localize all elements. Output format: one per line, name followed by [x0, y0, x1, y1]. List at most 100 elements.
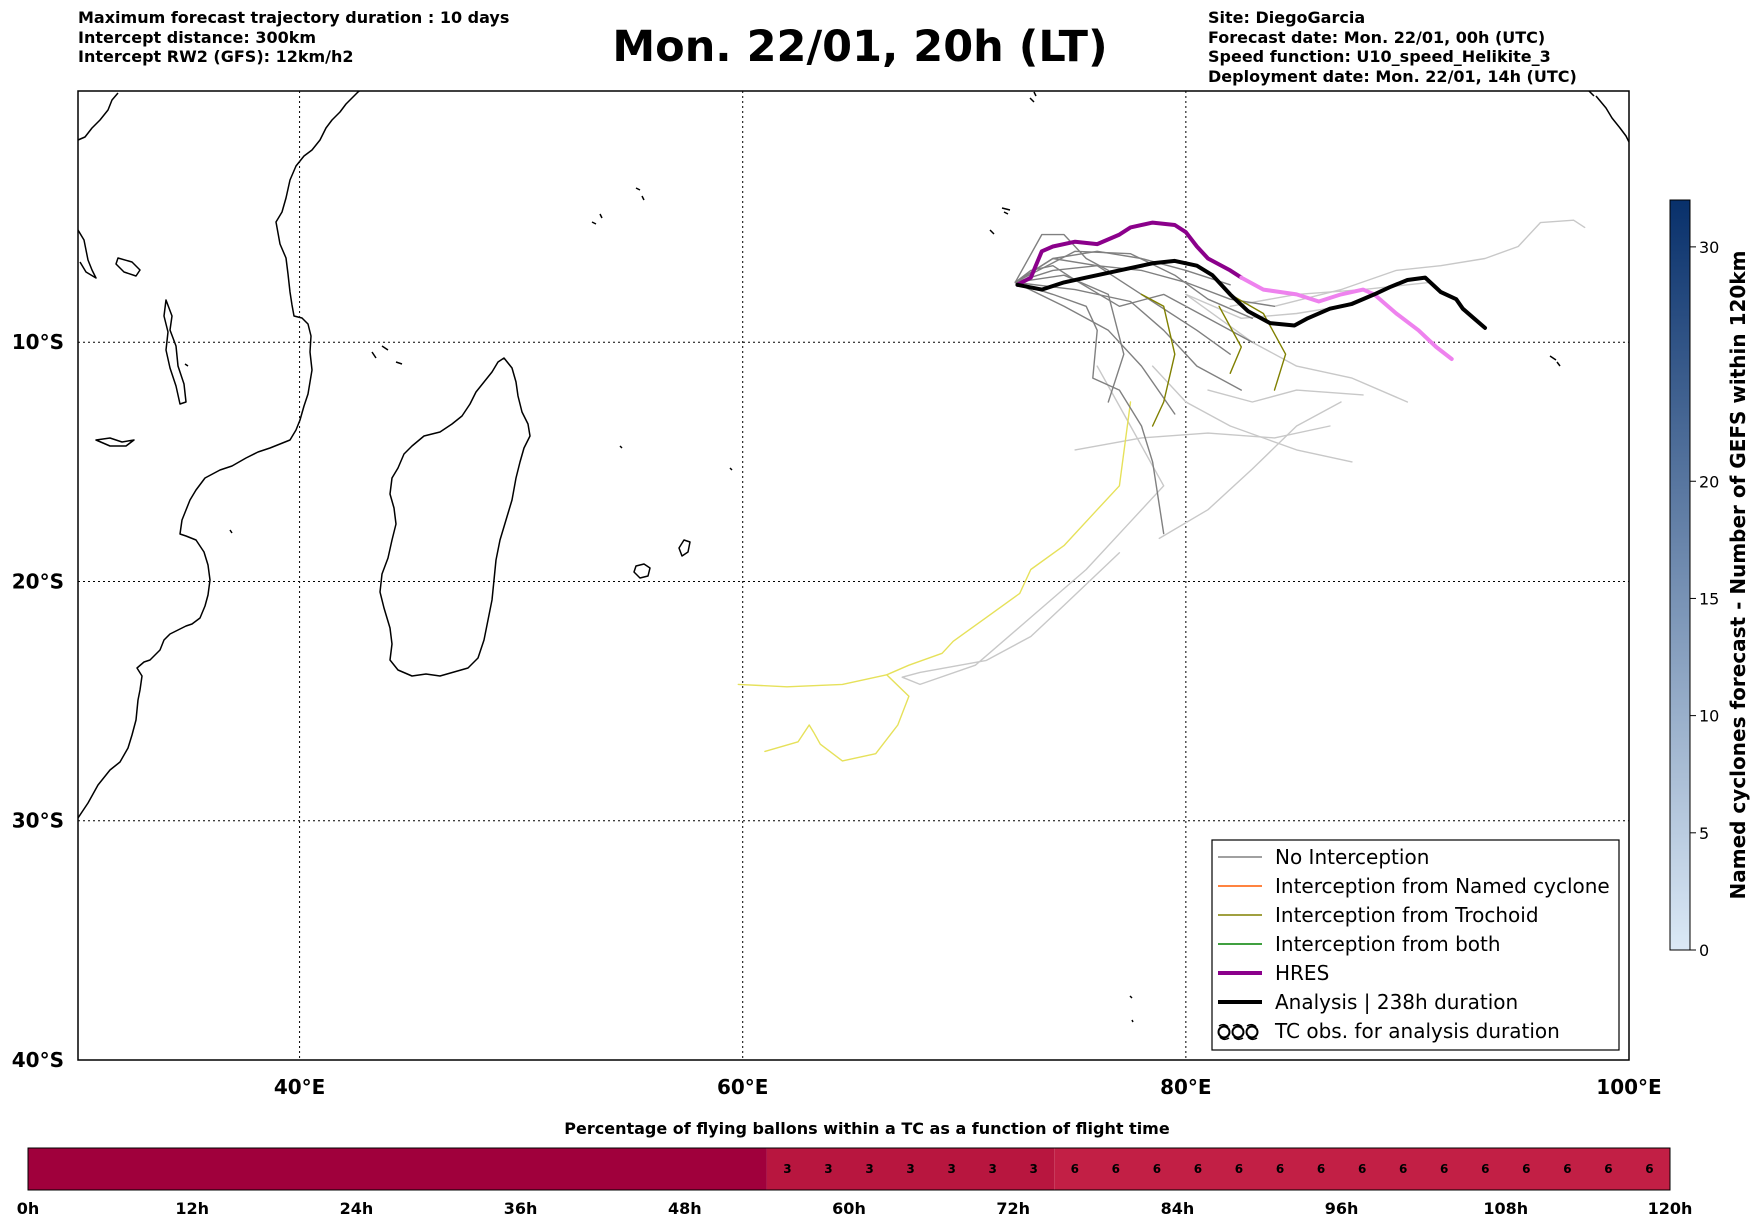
legend-entry-analysis: Analysis | 238h duration — [1218, 990, 1518, 1014]
legend-entry-tc-obs: TC obs. for analysis duration — [1217, 1019, 1560, 1043]
legend-label: Interception from Named cyclone — [1275, 874, 1610, 898]
coastlines — [78, 91, 1629, 1023]
speed-function-text: Speed function: U10_speed_Helikite_3 — [1208, 47, 1551, 66]
legend-entry-trochoid: Interception from Trochoid — [1218, 903, 1539, 927]
timebar-cell-value: 6 — [1645, 1162, 1653, 1176]
header-right-info: Site: DiegoGarcia Forecast date: Mon. 22… — [1208, 8, 1577, 86]
ensemble-trajectory — [1014, 281, 1243, 391]
lon-tick-label: 40°E — [274, 1075, 326, 1099]
map-title: Mon. 22/01, 20h (LT) — [612, 22, 1108, 72]
colorbar-tick-label: 5 — [1699, 824, 1709, 843]
intercept-rw2-text: Intercept RW2 (GFS): 12km/h2 — [78, 47, 354, 66]
trochoid-trajectory-light — [737, 401, 1132, 688]
ensemble-trajectory-light — [1151, 365, 1353, 463]
legend: No Interception Interception from Named c… — [1211, 839, 1620, 1051]
ensemble-trajectory — [1014, 281, 1176, 415]
timebar-title: Percentage of flying ballons within a TC… — [564, 1119, 1170, 1138]
timebar-cell-value: 3 — [824, 1162, 832, 1176]
ensemble-trajectory — [1014, 233, 1110, 284]
timebar-segment — [766, 1148, 1055, 1190]
timebar-tick-label: 60h — [832, 1199, 866, 1218]
timebar-tick-label: 48h — [668, 1199, 702, 1218]
colorbar-tick-label: 10 — [1699, 707, 1719, 726]
timebar-cell-value: 6 — [1604, 1162, 1612, 1176]
timebar-tick-label: 108h — [1483, 1199, 1528, 1218]
lat-tick-label: 20°S — [12, 569, 64, 593]
lake-victoria — [115, 257, 141, 277]
ensemble-trajectory-light — [1207, 389, 1364, 403]
timebar-tick-label: 72h — [996, 1199, 1030, 1218]
timebar-cell-value: 6 — [1481, 1162, 1489, 1176]
deployment-date-text: Deployment date: Mon. 22/01, 14h (UTC) — [1208, 66, 1577, 86]
hres-trajectory — [1015, 220, 1244, 287]
ensemble-trajectory-light — [1158, 401, 1342, 540]
cyclone-arm-icon — [1232, 1023, 1244, 1041]
cyclone-arm-icon — [1246, 1023, 1258, 1041]
hres-trajectory-tail — [1239, 275, 1454, 361]
cyclone-arm-icon — [1218, 1023, 1230, 1041]
madagascar-coastline — [379, 357, 531, 677]
lon-tick-label: 80°E — [1160, 1075, 1212, 1099]
chagos-islands — [989, 207, 1011, 235]
timebar-cell-value: 3 — [947, 1162, 955, 1176]
timebar-tick-labels: 0h 12h 24h 36h 48h 60h 72h 84h 96h 108h 120h — [17, 1199, 1693, 1218]
africa-coastline — [78, 91, 361, 819]
cyclone-symbol-icon — [1245, 1025, 1259, 1039]
timebar-cell-value: 3 — [988, 1162, 996, 1176]
timebar-cell-value: 6 — [1071, 1162, 1079, 1176]
trajectory-lines — [737, 219, 1586, 762]
header-left-info: Maximum forecast trajectory duration : 1… — [78, 8, 509, 67]
lake-tanganyika — [163, 299, 187, 405]
lon-tick-label: 100°E — [1596, 1075, 1661, 1099]
timebar-tick-label: 12h — [175, 1199, 209, 1218]
trochoid-trajectory — [1229, 293, 1287, 391]
max-duration-text: Maximum forecast trajectory duration : 1… — [78, 8, 510, 27]
comoros-islands — [371, 345, 403, 365]
mozambique-channel-islets — [184, 363, 733, 534]
mauritius-island — [678, 539, 691, 557]
timebar-tick-label: 84h — [1161, 1199, 1195, 1218]
legend-label: Interception from both — [1275, 932, 1501, 956]
reunion-island — [633, 563, 651, 579]
legend-entry-named-cyclone: Interception from Named cyclone — [1218, 874, 1610, 898]
cyclone-symbol-icon — [1217, 1025, 1231, 1039]
seychelles-islands — [591, 187, 645, 225]
legend-entry-no-interception: No Interception — [1218, 845, 1429, 869]
longitude-tick-labels: 40°E 60°E 80°E 100°E — [274, 1075, 1662, 1099]
timebar-tick-label: 36h — [504, 1199, 538, 1218]
cocos-islands — [1549, 355, 1561, 367]
timebar-cell-value: 6 — [1522, 1162, 1530, 1176]
lat-tick-label: 40°S — [12, 1048, 64, 1072]
graticule — [78, 91, 1629, 1060]
timebar-segment — [1054, 1148, 1670, 1190]
timebar-frame — [27, 1147, 1671, 1191]
ensemble-trajectory — [1014, 281, 1165, 535]
timebar-segments — [28, 1148, 1670, 1190]
ensemble-trajectory — [1014, 257, 1231, 355]
colorbar-tick-label: 15 — [1699, 589, 1719, 608]
colorbar-label: Named cyclones forecast - Number of GEFS… — [1726, 251, 1750, 900]
lat-tick-label: 10°S — [12, 330, 64, 354]
timebar-cell-values: 3 3 3 3 3 3 3 6 6 6 6 6 6 6 6 6 6 6 6 6 6 6 — [783, 1162, 1653, 1176]
legend-entry-hres: HRES — [1218, 961, 1329, 985]
analysis-trajectory — [1015, 258, 1487, 330]
flight-time-bar: Percentage of flying ballons within a TC… — [17, 1119, 1693, 1218]
legend-box — [1211, 839, 1620, 1051]
timebar-cell-value: 6 — [1112, 1162, 1120, 1176]
colorbar-tick-label: 30 — [1699, 238, 1719, 257]
timebar-cell-value: 3 — [906, 1162, 914, 1176]
lake-malawi — [95, 437, 135, 447]
ensemble-trajectory — [1014, 274, 1125, 403]
timebar-cell-value: 3 — [865, 1162, 873, 1176]
timebar-cell-value: 6 — [1358, 1162, 1366, 1176]
timebar-cell-value: 6 — [1563, 1162, 1571, 1176]
timebar-tick-label: 120h — [1648, 1199, 1693, 1218]
forecast-date-text: Forecast date: Mon. 22/01, 00h (UTC) — [1208, 27, 1546, 47]
ensemble-trajectory — [1014, 265, 1276, 307]
timebar-tick-label: 0h — [17, 1199, 40, 1218]
cyclone-symbol-icon — [1231, 1025, 1245, 1039]
timebar-cell-value: 6 — [1235, 1162, 1243, 1176]
timebar-cell-value: 6 — [1440, 1162, 1448, 1176]
legend-label: Interception from Trochoid — [1275, 903, 1539, 927]
trochoid-trajectory — [1218, 305, 1243, 374]
